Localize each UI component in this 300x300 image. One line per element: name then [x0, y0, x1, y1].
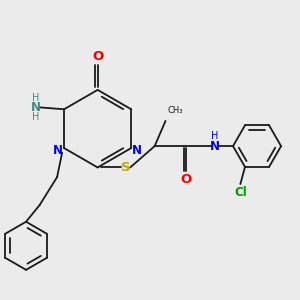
Text: N: N [209, 140, 219, 153]
Text: N: N [132, 143, 142, 157]
Text: O: O [92, 50, 103, 63]
Text: H: H [32, 112, 40, 122]
Text: S: S [121, 161, 130, 174]
Text: CH₃: CH₃ [167, 106, 183, 115]
Text: N: N [53, 143, 63, 157]
Text: H: H [212, 131, 219, 141]
Text: H: H [32, 93, 40, 103]
Text: N: N [31, 101, 41, 114]
Text: O: O [181, 172, 192, 186]
Text: Cl: Cl [234, 186, 247, 200]
